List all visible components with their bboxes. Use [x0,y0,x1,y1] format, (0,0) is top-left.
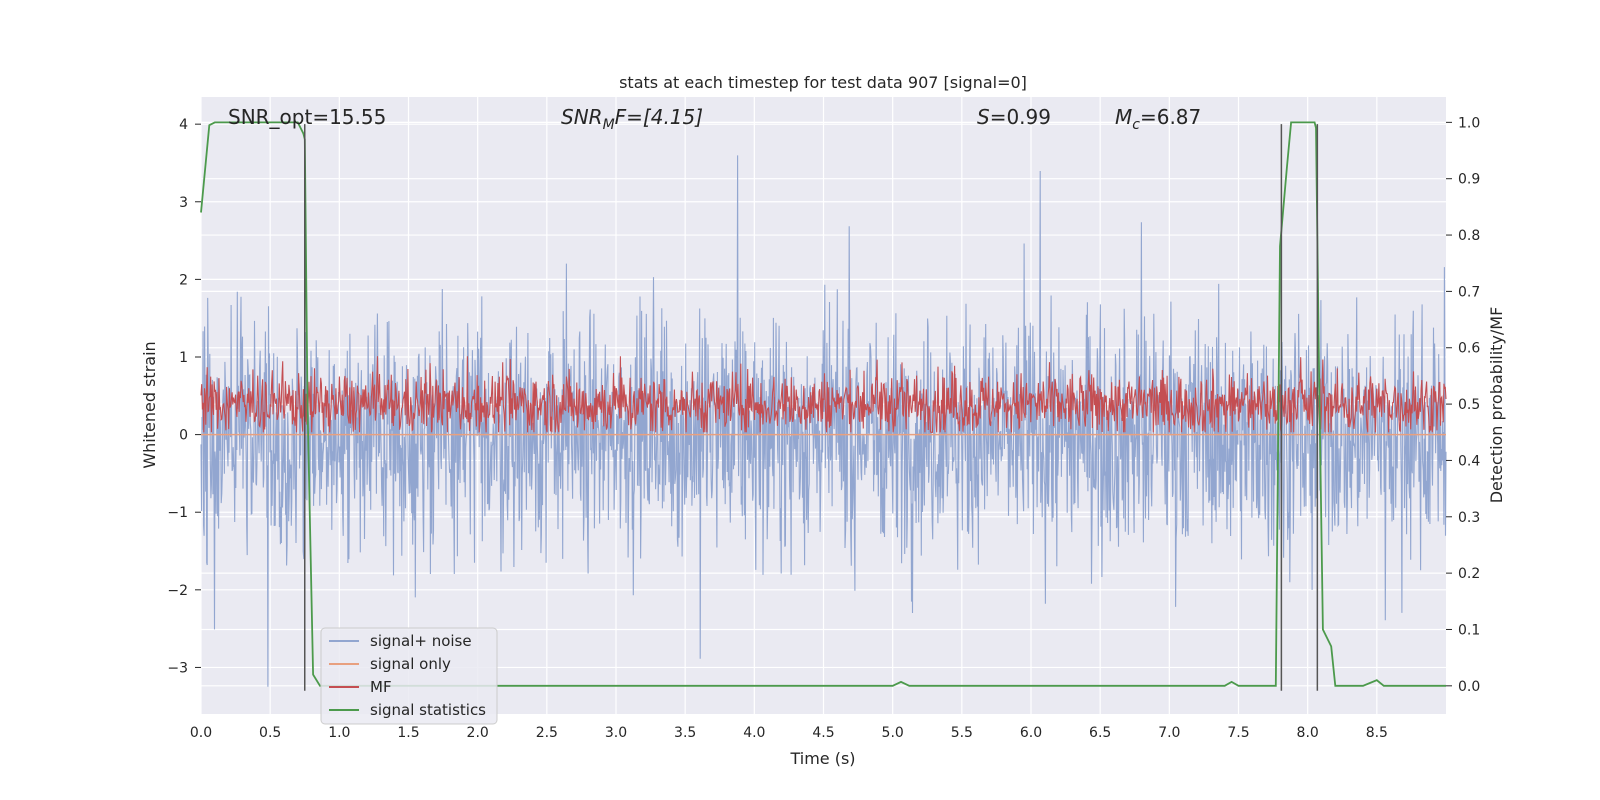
vertical-markers [304,124,1319,691]
x-tick-label: 4.0 [743,725,765,741]
annotation-snr-opt: SNR_opt=15.55 [228,105,386,129]
x-tick-label: 3.5 [674,725,696,741]
y2-tick-label: 0.8 [1458,228,1480,244]
annotation-mc-rest: =6.87 [1140,105,1201,129]
y2-tick-label: 0.9 [1458,172,1480,188]
y2-axis-title: Detection probability/MF [1487,307,1506,504]
y-tick-label: 3 [179,195,188,211]
legend-label-mf: MF [370,678,392,696]
annotation-s-base: S [977,105,990,129]
series-signal-noise [200,155,1447,687]
x-tick-label: 4.5 [812,725,834,741]
legend-label-signal-noise: signal+ noise [370,632,472,650]
legend-box [320,627,498,725]
legend-label-signal-statistics: signal statistics [370,701,486,719]
y2-tick-label: 0.5 [1458,397,1480,413]
y-tick-label: −1 [167,505,188,521]
annotation-s-rest: =0.99 [990,105,1051,129]
y2-tick-label: 0.6 [1458,341,1480,357]
y2-tick-label: 0.0 [1458,679,1480,695]
annotation-snr-mf-rest: F=[4.15] [615,105,703,129]
x-axis-title: Time (s) [789,749,855,768]
y-tick-labels: 4 3 2 1 0 −1 −2 −3 [167,117,201,676]
x-tick-label: 7.0 [1158,725,1180,741]
x-tick-label: 3.0 [605,725,627,741]
y-tick-label: 0 [179,428,188,444]
annotation-mc-base: M [1115,105,1132,129]
annotation-mc: Mc=6.87 [1115,105,1201,133]
mf-line [200,356,1447,433]
x-tick-label: 5.5 [951,725,973,741]
annotation-s: S=0.99 [977,105,1051,129]
x-tick-label: 2.5 [536,725,558,741]
chart-title: stats at each timestep for test data 907… [619,73,1027,92]
annotation-snr-mf-sub: M [603,117,615,133]
x-tick-label: 6.0 [1020,725,1042,741]
y-axis-title: Whitened strain [140,341,159,468]
annotation-snr-mf-base: SNR [561,105,603,129]
x-tick-label: 2.0 [467,725,489,741]
x-tick-label: 6.5 [1089,725,1111,741]
y2-tick-label: 1.0 [1458,115,1480,131]
signal-noise-line [200,155,1447,687]
series-mf [200,356,1447,433]
legend: signal+ noise signal only MF signal stat… [320,627,498,725]
y2-tick-label: 0.3 [1458,510,1480,526]
y2-tick-label: 0.4 [1458,453,1480,469]
y2-tick-labels: 1.0 0.9 0.8 0.7 0.6 0.5 0.4 0.3 0.2 0.1 0.0 [1446,115,1480,695]
x-tick-label: 1.5 [397,725,419,741]
annotation-snr-mf: SNRMF=[4.15] [561,105,703,133]
annotation-mc-sub: c [1132,117,1140,133]
x-tick-label: 7.5 [1227,725,1249,741]
y-tick-label: 4 [179,117,188,133]
y-tick-label: 2 [179,272,188,288]
series-signal-statistics [200,121,1446,687]
y-tick-label: 1 [179,350,188,366]
x-tick-labels: 0.0 0.5 1.0 1.5 2.0 2.5 3.0 3.5 4.0 4.5 5.0 5.5 6.0 6… [190,725,1388,741]
y-tick-label: −2 [167,583,188,599]
y-tick-label: −3 [167,660,188,676]
x-tick-label: 0.5 [259,725,281,741]
y2-tick-label: 0.1 [1458,622,1480,638]
x-tick-label: 1.0 [328,725,350,741]
y2-tick-label: 0.7 [1458,284,1480,300]
legend-label-signal-only: signal only [370,655,451,673]
x-tick-label: 8.0 [1297,725,1319,741]
x-tick-label: 0.0 [190,725,212,741]
x-tick-label: 5.0 [882,725,904,741]
signal-statistics-line [200,121,1446,687]
x-tick-label: 8.5 [1366,725,1388,741]
y2-tick-label: 0.2 [1458,566,1480,582]
